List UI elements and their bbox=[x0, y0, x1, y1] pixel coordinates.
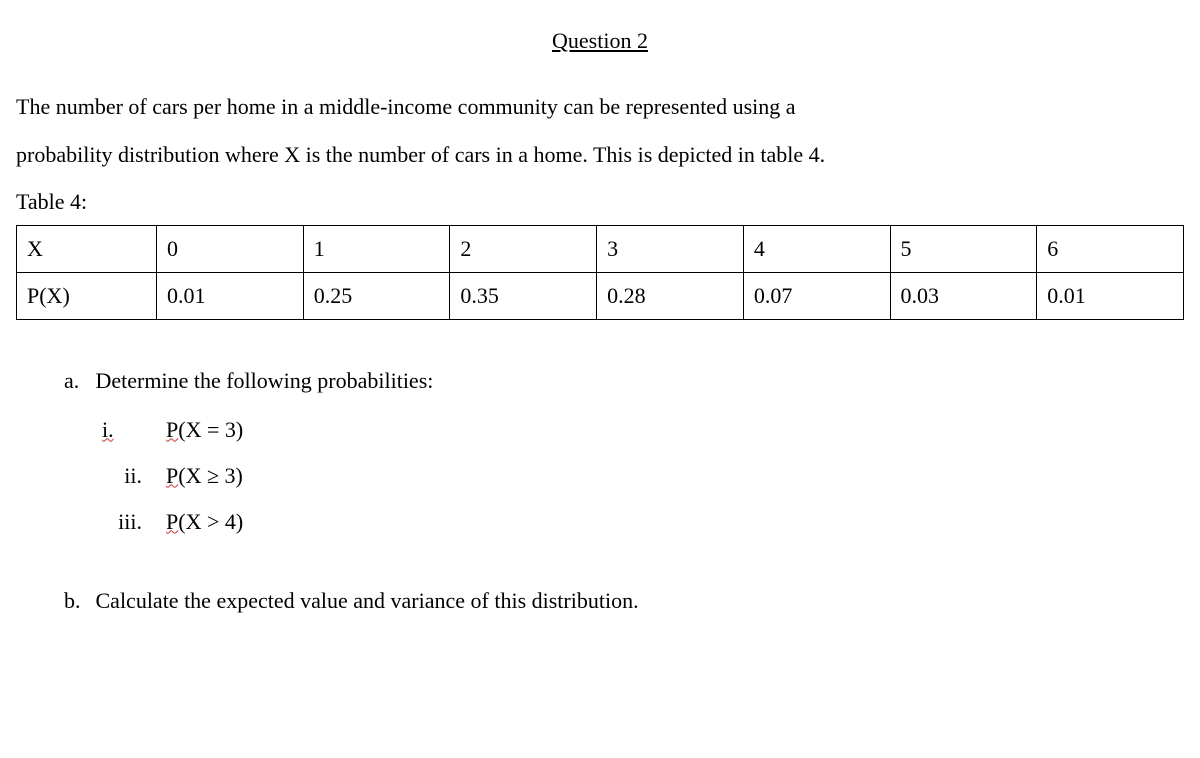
prob-expression: P(X > 4) bbox=[166, 500, 243, 544]
list-item: i. P(X = 3) bbox=[96, 408, 1184, 452]
intro-line-1: The number of cars per home in a middle-… bbox=[16, 86, 1184, 128]
part-a-text: Determine the following probabilities: bbox=[96, 368, 434, 393]
part-a-sublist: i. P(X = 3) ii. P(X ≥ 3) iii. P(X > 4) bbox=[96, 408, 1184, 544]
list-item: iii. P(X > 4) bbox=[96, 500, 1184, 544]
roman-ii: ii. bbox=[96, 454, 166, 498]
table-cell: 0.07 bbox=[743, 272, 890, 319]
table-cell: 0 bbox=[157, 226, 304, 273]
question-title: Question 2 bbox=[16, 20, 1184, 62]
part-a-marker: a. bbox=[64, 360, 90, 402]
table-cell: 0.28 bbox=[597, 272, 744, 319]
list-item: ii. P(X ≥ 3) bbox=[96, 454, 1184, 498]
table-cell: 0.35 bbox=[450, 272, 597, 319]
table-cell: 0.01 bbox=[157, 272, 304, 319]
table-cell: 0.03 bbox=[890, 272, 1037, 319]
roman-i: i. bbox=[96, 408, 166, 452]
table-cell: 1 bbox=[303, 226, 450, 273]
intro-line-2: probability distribution where X is the … bbox=[16, 134, 1184, 176]
table-row: X 0 1 2 3 4 5 6 bbox=[17, 226, 1184, 273]
prob-expression: P(X ≥ 3) bbox=[166, 454, 243, 498]
row-label-x: X bbox=[17, 226, 157, 273]
table-cell: 3 bbox=[597, 226, 744, 273]
table-cell: 4 bbox=[743, 226, 890, 273]
roman-iii: iii. bbox=[96, 500, 166, 544]
table-cell: 0.25 bbox=[303, 272, 450, 319]
part-a: a. Determine the following probabilities… bbox=[64, 360, 1184, 402]
table-row: P(X) 0.01 0.25 0.35 0.28 0.07 0.03 0.01 bbox=[17, 272, 1184, 319]
part-b-marker: b. bbox=[64, 580, 90, 622]
probability-table: X 0 1 2 3 4 5 6 P(X) 0.01 0.25 0.35 0.28… bbox=[16, 225, 1184, 320]
table-cell: 5 bbox=[890, 226, 1037, 273]
prob-expression: P(X = 3) bbox=[166, 408, 243, 452]
table-label: Table 4: bbox=[16, 181, 1184, 223]
row-label-px: P(X) bbox=[17, 272, 157, 319]
table-cell: 6 bbox=[1037, 226, 1184, 273]
table-cell: 2 bbox=[450, 226, 597, 273]
part-b-text: Calculate the expected value and varianc… bbox=[96, 588, 639, 613]
part-b: b. Calculate the expected value and vari… bbox=[64, 580, 1184, 622]
table-cell: 0.01 bbox=[1037, 272, 1184, 319]
